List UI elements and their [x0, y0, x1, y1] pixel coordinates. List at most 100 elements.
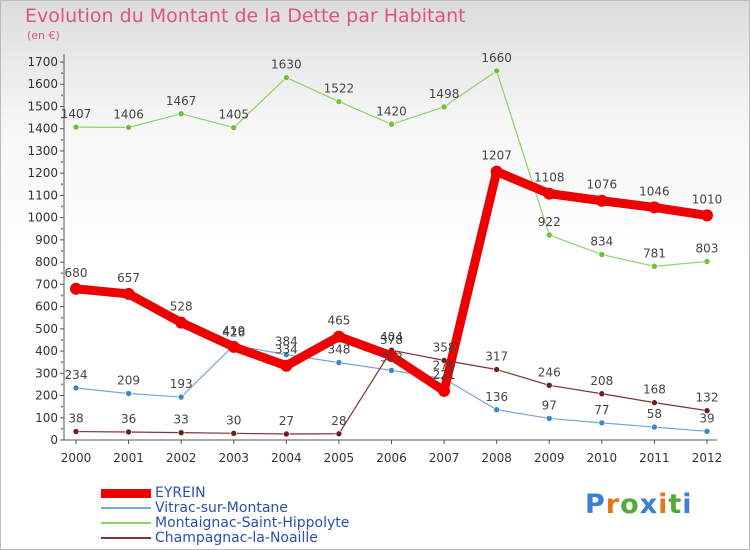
y-minor-tick: [61, 272, 63, 275]
data-label: 317: [485, 350, 508, 364]
y-tick-label: 500: [35, 322, 58, 336]
y-tick-label: 300: [35, 366, 58, 380]
x-tick-label: 2006: [376, 451, 407, 465]
y-minor-tick: [61, 316, 63, 319]
data-label: 657: [117, 271, 140, 285]
data-point: [648, 201, 661, 214]
data-label: 378: [380, 333, 403, 347]
y-minor-tick: [61, 383, 63, 386]
data-point: [545, 415, 553, 422]
x-tick-label: 2001: [113, 451, 144, 465]
y-minor-tick: [61, 227, 63, 230]
y-minor-tick: [61, 427, 63, 430]
data-label: 234: [65, 368, 88, 382]
x-tick-label: 2008: [481, 451, 512, 465]
data-point: [651, 399, 658, 406]
y-minor-tick: [61, 405, 63, 408]
data-label: 39: [699, 411, 714, 425]
data-point: [651, 263, 658, 270]
data-point: [703, 407, 711, 414]
data-label: 803: [696, 241, 719, 255]
chart-subtitle: (en €): [27, 29, 60, 42]
data-point: [125, 390, 132, 397]
data-label: 680: [65, 266, 88, 280]
data-point: [283, 430, 290, 438]
y-tick-label: 1000: [27, 211, 58, 225]
data-point: [72, 428, 80, 435]
legend-swatch: [101, 537, 151, 539]
data-label: 77: [594, 403, 609, 417]
y-tick-label: 1600: [27, 77, 58, 91]
data-label: 208: [590, 374, 613, 388]
y-tick-label: 800: [35, 255, 58, 269]
data-point: [598, 251, 606, 258]
data-point: [545, 231, 553, 239]
data-label: 58: [647, 407, 662, 421]
data-point: [335, 359, 343, 366]
data-point: [703, 428, 711, 435]
data-label: 1207: [481, 149, 512, 163]
data-point: [388, 120, 395, 128]
data-point: [598, 390, 606, 398]
y-tick-label: 700: [35, 277, 58, 291]
y-minor-tick: [61, 205, 63, 208]
data-label: 1407: [61, 107, 92, 121]
data-label: 1108: [534, 171, 565, 185]
y-tick-label: 1100: [27, 188, 58, 202]
data-point: [175, 316, 188, 329]
logo-letter: r: [605, 489, 621, 520]
x-tick-label: 2004: [271, 451, 302, 465]
data-label: 1076: [587, 178, 618, 192]
data-point: [493, 366, 500, 373]
data-point: [335, 98, 343, 105]
x-tick-label: 2003: [218, 451, 249, 465]
data-label: 28: [331, 414, 346, 428]
logo-letter: o: [620, 489, 640, 520]
data-point: [283, 74, 290, 81]
data-label: 97: [542, 398, 557, 412]
data-label: 313: [380, 350, 403, 364]
data-label: 38: [68, 412, 83, 426]
legend-label: Vitrac-sur-Montane: [155, 500, 288, 516]
data-label: 1522: [324, 82, 355, 96]
y-tick-label: 600: [35, 300, 58, 314]
data-label: 246: [538, 365, 561, 379]
data-point: [177, 393, 185, 401]
data-label: 528: [170, 300, 193, 314]
data-point: [230, 124, 238, 131]
legend-label: EYREIN: [155, 485, 206, 501]
data-point: [703, 258, 711, 265]
data-point: [545, 382, 553, 389]
data-point: [335, 430, 343, 438]
logo-letter: i: [682, 489, 693, 520]
data-point: [701, 209, 713, 222]
y-tick-label: 1300: [27, 144, 58, 158]
data-point: [490, 165, 503, 178]
data-point: [438, 384, 451, 397]
data-label: 1630: [271, 58, 302, 72]
data-label: 419: [222, 324, 245, 338]
data-point: [125, 124, 132, 131]
data-point: [493, 406, 500, 414]
x-tick-label: 2009: [534, 451, 565, 465]
data-point: [388, 367, 395, 374]
data-label: 33: [174, 413, 189, 427]
x-tick-label: 2010: [587, 451, 618, 465]
x-tick-label: 2012: [692, 451, 723, 465]
data-label: 334: [275, 343, 298, 357]
data-label: 136: [485, 390, 508, 404]
y-minor-tick: [61, 161, 63, 164]
y-tick-label: 900: [35, 233, 58, 247]
chart-title: Evolution du Montant de la Dette par Hab…: [25, 5, 466, 27]
y-tick-label: 1700: [27, 55, 58, 69]
data-label: 781: [643, 246, 666, 260]
data-label: 922: [538, 215, 561, 229]
y-minor-tick: [61, 183, 63, 186]
x-tick-label: 2000: [61, 451, 92, 465]
data-label: 30: [226, 413, 241, 427]
data-point: [598, 419, 606, 427]
data-point: [70, 282, 82, 295]
legend-label: Montaignac-Saint-Hippolyte: [155, 515, 350, 531]
data-label: 1046: [639, 184, 670, 198]
